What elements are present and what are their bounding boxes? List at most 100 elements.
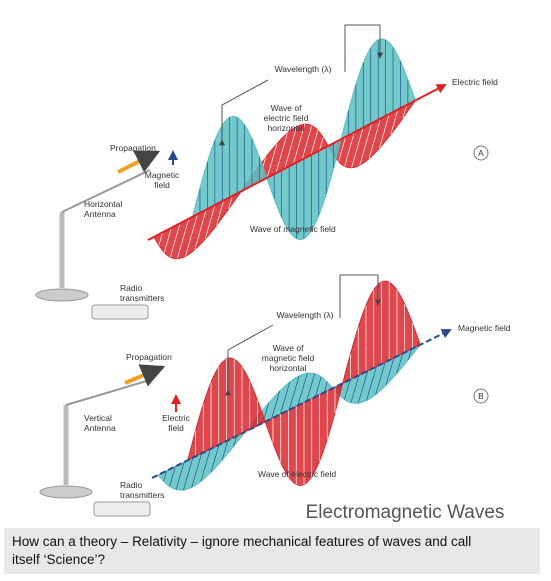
label: Propagation xyxy=(126,352,172,362)
wave-hatch xyxy=(288,375,300,411)
label: magnetic field xyxy=(262,353,315,363)
wave-hatch xyxy=(390,109,399,135)
wave-hatch xyxy=(338,136,346,162)
antenna-rod xyxy=(61,169,151,213)
base xyxy=(35,288,89,302)
figure-title: Electromagnetic Waves xyxy=(306,502,505,523)
label: Magnetic xyxy=(145,170,180,180)
propagation-arrow xyxy=(124,364,166,387)
label: Electric field xyxy=(452,77,498,87)
wave-hatch xyxy=(185,214,198,257)
wave-hatch xyxy=(233,435,237,447)
wave-hatch xyxy=(204,204,216,240)
wave-hatch xyxy=(396,353,404,374)
transmitter-box xyxy=(93,501,151,517)
label: Electric xyxy=(162,413,191,423)
wave-hatch xyxy=(368,118,381,159)
label: Radio xyxy=(120,283,142,293)
waves xyxy=(147,38,452,491)
wave-hatch xyxy=(170,223,181,258)
wave-hatch xyxy=(350,375,360,403)
antenna-a xyxy=(35,169,151,320)
caption: How can a theory – Relativity – ignore m… xyxy=(4,528,540,574)
label: field xyxy=(154,180,170,190)
label: Radio xyxy=(120,480,142,490)
axis-arrow xyxy=(151,329,452,479)
wave-hatch xyxy=(183,457,194,491)
wave-hatch xyxy=(169,466,176,487)
wavelength-bracket xyxy=(219,79,269,146)
label: Wavelength (λ) xyxy=(275,64,332,74)
wave-hatch xyxy=(292,124,306,165)
label: Wave of xyxy=(271,103,303,113)
panel-badge xyxy=(473,388,489,404)
wave-hatch xyxy=(351,127,364,168)
panel-letter: A xyxy=(478,148,484,158)
antenna-b xyxy=(39,379,151,517)
label: horizontal xyxy=(270,363,307,373)
wave-hatch xyxy=(228,195,233,210)
wave-hatch xyxy=(359,123,373,166)
label: Antenna xyxy=(84,209,116,219)
wave-hatch xyxy=(216,200,224,226)
figure: A Wavelength (λ) Electric field Wave of … xyxy=(35,24,511,523)
wave-hatch xyxy=(323,381,328,393)
antenna-rod xyxy=(65,379,151,406)
wavelength-bracket xyxy=(225,324,274,396)
wave-hatch xyxy=(175,461,185,490)
panel-letter: B xyxy=(478,391,484,401)
wave-hatch xyxy=(194,209,207,250)
label: electric field xyxy=(264,113,309,123)
wave-hatch xyxy=(280,381,291,415)
wave-hatch xyxy=(306,373,315,402)
wave-hatch xyxy=(319,137,324,151)
wave-hatch xyxy=(301,125,313,160)
label: Vertical xyxy=(84,413,112,423)
wave-hatch xyxy=(408,349,412,360)
caption-line: How can a theory – Relativity – ignore m… xyxy=(12,534,472,549)
wave-hatch xyxy=(375,362,386,395)
wave-hatch xyxy=(275,133,288,174)
wave-hatch xyxy=(191,453,203,488)
wave-hatch xyxy=(357,370,369,404)
label: transmitters xyxy=(120,490,164,500)
wave-hatch xyxy=(221,440,229,461)
wave-hatch xyxy=(200,448,211,482)
label: field xyxy=(168,423,184,433)
wave-hatch xyxy=(163,470,168,482)
panel-badge xyxy=(473,145,489,161)
wavelength-bracket xyxy=(339,274,381,318)
wave-hatch xyxy=(310,130,319,156)
wave-hatch xyxy=(210,444,220,473)
label: Wave of xyxy=(273,343,305,353)
wave-hatch xyxy=(284,126,297,169)
wavelength-bracket xyxy=(344,24,383,72)
transmitter-box xyxy=(91,304,149,320)
label: Antenna xyxy=(84,423,116,433)
base xyxy=(39,485,93,499)
label: Wave of magnetic field xyxy=(250,224,336,234)
label: Propagation xyxy=(110,143,156,153)
wave-hatch xyxy=(271,390,281,419)
wave-hatch xyxy=(366,366,377,401)
label: Wave of electric field xyxy=(258,469,336,479)
caption-line: itself ‘Science’? xyxy=(12,552,106,567)
wave-hatch xyxy=(314,376,322,397)
axis-arrow xyxy=(147,84,447,241)
wave-hatch xyxy=(402,104,407,119)
propagation-arrow xyxy=(117,150,161,174)
wave-hatch xyxy=(158,232,163,246)
wave-hatch xyxy=(177,218,190,259)
wave-hatch xyxy=(385,357,395,386)
label: Horizontal xyxy=(84,199,122,209)
label: Magnetic field xyxy=(458,323,511,333)
label: horizontal xyxy=(268,123,305,133)
wave-hatch xyxy=(297,373,308,406)
label: Wavelength (λ) xyxy=(277,310,334,320)
label: transmitters xyxy=(120,293,164,303)
wave-hatch xyxy=(163,227,172,253)
wave-hatch xyxy=(344,379,351,400)
wave-hatch xyxy=(344,132,355,167)
wave-hatch xyxy=(379,114,390,149)
